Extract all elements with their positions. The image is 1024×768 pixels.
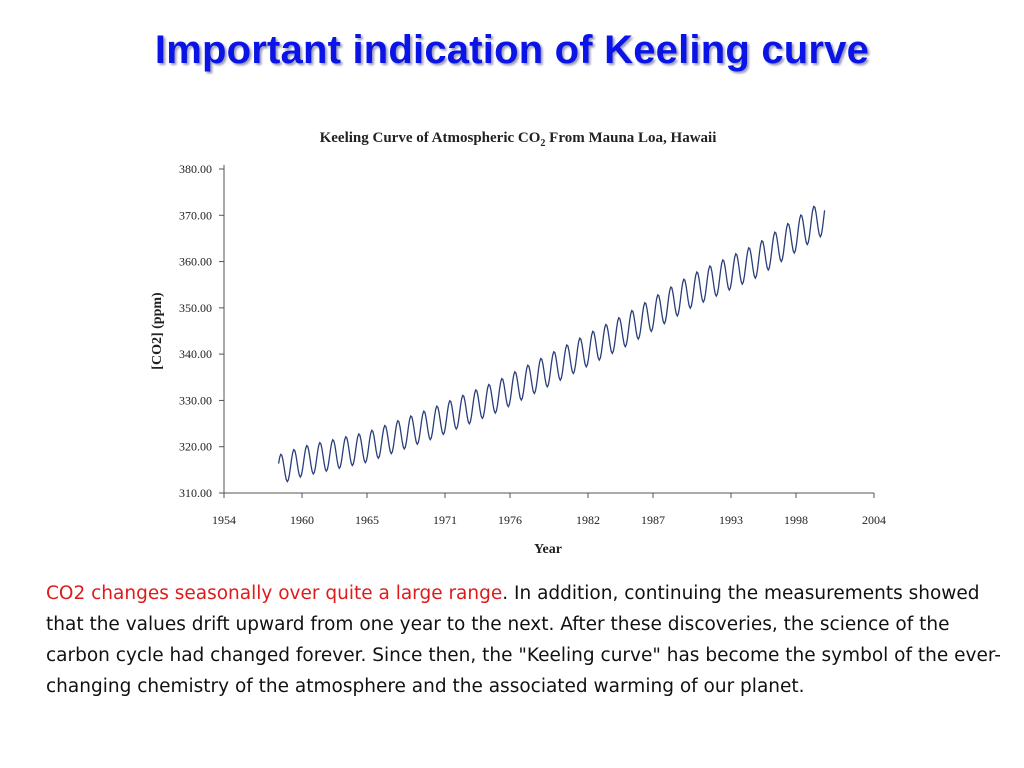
body-rest: . In addition, continuing the measuremen… [46, 583, 1001, 697]
axes [219, 165, 875, 498]
body-highlight: CO2 changes seasonally over quite a larg… [46, 583, 503, 604]
x-tick-label: 1976 [498, 513, 522, 527]
x-tick-label: 2004 [862, 513, 886, 527]
series-line-co2 [277, 205, 826, 483]
keeling-chart: Keeling Curve of Atmospheric CO2 From Ma… [150, 130, 886, 557]
x-tick-label: 1982 [576, 513, 600, 527]
x-axis-label: Year [534, 542, 562, 557]
x-tick-label: 1993 [719, 513, 743, 527]
chart-title-main: Keeling Curve of Atmospheric CO [320, 130, 541, 146]
y-tick-label: 310.00 [179, 486, 212, 500]
slide-title: Important indication of Keeling curve [154, 28, 870, 72]
chart-title: Keeling Curve of Atmospheric CO2 From Ma… [320, 130, 717, 149]
x-tick-label: 1971 [433, 513, 457, 527]
y-tick-label: 330.00 [179, 393, 212, 407]
x-tick-label: 1987 [641, 513, 665, 527]
x-tick-label: 1954 [212, 513, 236, 527]
y-tick-label: 370.00 [179, 208, 212, 222]
y-axis-label: [CO2] (ppm) [150, 292, 165, 370]
x-tick-label: 1960 [290, 513, 314, 527]
chart-title-tail: From Mauna Loa, Hawaii [545, 130, 716, 146]
y-tick-label: 350.00 [179, 301, 212, 315]
chart-title-sub: 2 [540, 138, 545, 149]
y-tick-label: 380.00 [179, 162, 212, 176]
x-tick-label: 1998 [784, 513, 808, 527]
y-tick-label: 360.00 [179, 255, 212, 269]
tick-labels: 310.00 320.00 330.00 340.00 350.00 360.00 370.… [179, 162, 886, 527]
y-tick-label: 320.00 [179, 440, 212, 454]
y-tick-label: 340.00 [179, 347, 212, 361]
x-tick-label: 1965 [355, 513, 379, 527]
body-paragraph: CO2 changes seasonally over quite a larg… [46, 578, 1004, 702]
